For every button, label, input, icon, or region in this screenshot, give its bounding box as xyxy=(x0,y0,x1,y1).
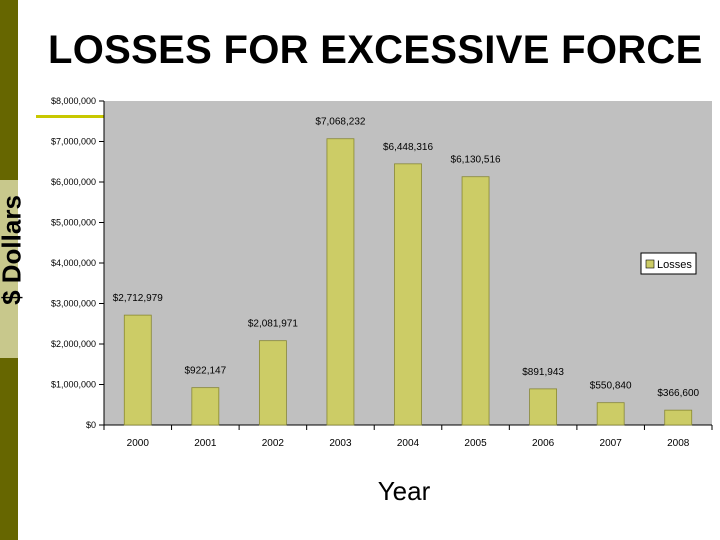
bar xyxy=(394,163,422,426)
data-label: $2,081,971 xyxy=(248,319,298,330)
slide-title: LOSSES FOR EXCESSIVE FORCE xyxy=(48,28,703,72)
y-tick-label: $0 xyxy=(86,420,96,430)
data-label: $7,068,232 xyxy=(315,117,365,128)
x-tick-label: 2006 xyxy=(532,438,555,449)
data-label: $922,147 xyxy=(184,366,226,377)
y-tick-label: $1,000,000 xyxy=(51,380,96,390)
x-tick-label: 2000 xyxy=(127,438,150,449)
x-tick-label: 2008 xyxy=(667,438,690,449)
bar xyxy=(461,176,490,426)
data-label: $2,712,979 xyxy=(113,293,163,304)
bar xyxy=(326,138,355,426)
bar xyxy=(191,387,220,426)
y-tick-label: $6,000,000 xyxy=(51,177,96,187)
bar xyxy=(664,409,693,426)
x-axis-label: Year xyxy=(377,476,431,506)
y-tick-label: $8,000,000 xyxy=(51,96,96,106)
data-label: $891,943 xyxy=(522,367,564,378)
data-label: $366,600 xyxy=(657,388,699,399)
bar xyxy=(258,340,287,426)
slide-accent-bar-top xyxy=(0,0,18,180)
data-label: $6,130,516 xyxy=(451,155,501,166)
y-tick-label: $7,000,000 xyxy=(51,137,96,147)
legend-box xyxy=(640,252,697,275)
y-tick-label: $3,000,000 xyxy=(51,299,96,309)
slide-accent-bar-middle xyxy=(0,180,18,358)
bar xyxy=(529,388,558,426)
slide-accent-line xyxy=(36,115,112,118)
x-tick-label: 2001 xyxy=(194,438,217,449)
y-tick-label: $5,000,000 xyxy=(51,218,96,228)
x-tick-label: 2007 xyxy=(600,438,623,449)
legend-label: Losses xyxy=(657,259,692,271)
slide-accent-bar-bottom xyxy=(0,358,18,540)
x-tick-label: 2005 xyxy=(464,438,487,449)
bar xyxy=(123,314,152,426)
x-tick-label: 2004 xyxy=(397,438,420,449)
y-tick-label: $4,000,000 xyxy=(51,258,96,268)
y-tick-label: $2,000,000 xyxy=(51,339,96,349)
data-label: $550,840 xyxy=(590,381,632,392)
legend-swatch xyxy=(645,259,655,269)
x-tick-label: 2003 xyxy=(329,438,352,449)
x-tick-label: 2002 xyxy=(262,438,285,449)
bar xyxy=(596,402,625,426)
data-label: $6,448,316 xyxy=(383,142,433,153)
